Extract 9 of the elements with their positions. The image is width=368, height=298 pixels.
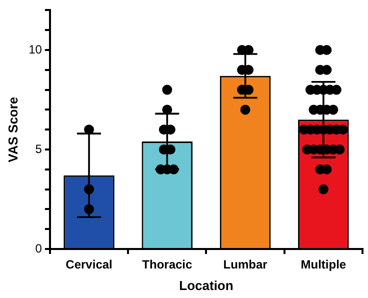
x-tick-label: Lumbar [223,258,268,272]
y-axis-title: VAS Score [5,96,20,162]
y-tick-label: 5 [35,142,42,156]
x-tick-label: Multiple [300,258,346,272]
x-axis-title: Location [179,278,234,293]
x-tick-label: Cervical [66,258,112,272]
x-tick-label: Thoracic [142,258,192,272]
y-tick-label: 0 [35,241,42,256]
y-tick-label: 10 [28,42,42,56]
